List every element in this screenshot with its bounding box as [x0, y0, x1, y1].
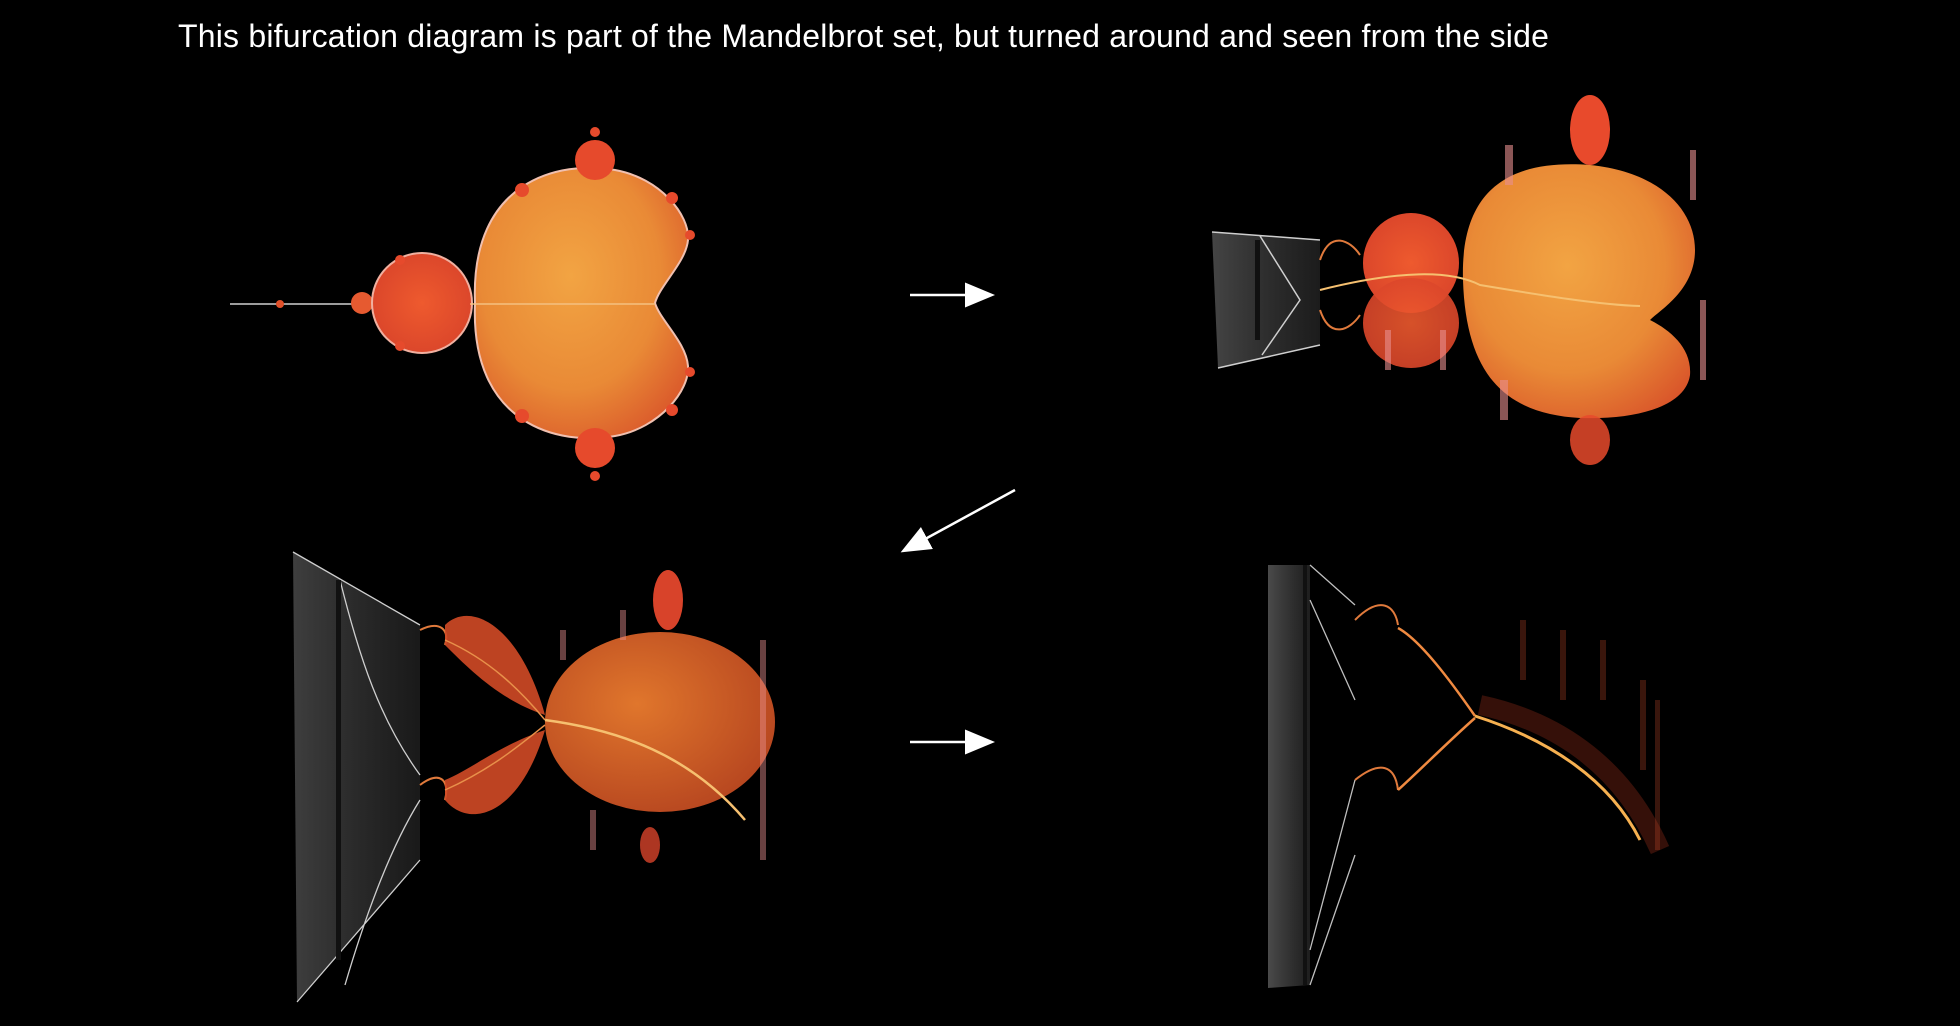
mandelbrot-rotated-view [1211, 95, 1706, 465]
arrow-down-left-icon [900, 488, 1016, 553]
bifurcation-diagram-view [1268, 564, 1670, 988]
page-title: This bifurcation diagram is part of the … [178, 18, 1550, 54]
mandelbrot-side-view [292, 551, 775, 1003]
mandelbrot-top-view [230, 127, 695, 481]
